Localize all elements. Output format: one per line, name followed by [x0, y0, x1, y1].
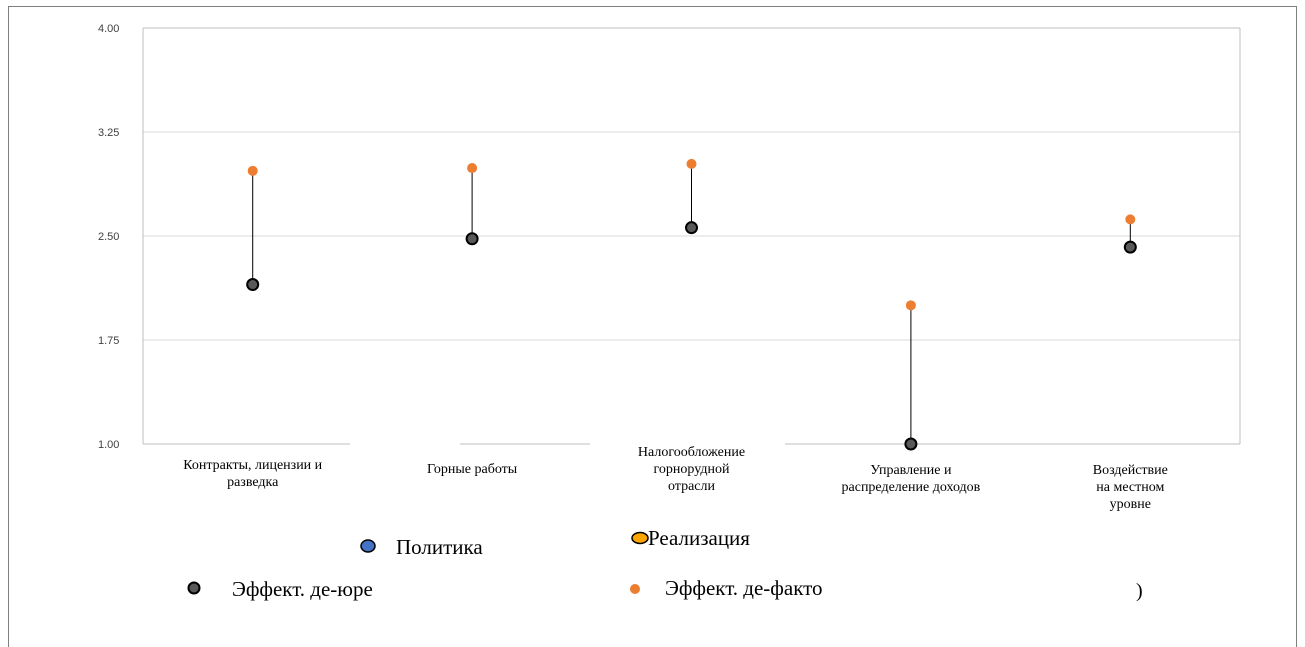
stray-glyph: ) — [1136, 580, 1143, 602]
legend-label-de-jure: Эффект. де-юре — [232, 577, 373, 601]
y-tick-label: 1.75 — [98, 335, 119, 347]
point-de-facto — [905, 300, 916, 311]
y-tick-labels: 1.00 1.75 2.50 3.25 4.00 — [98, 23, 119, 451]
x-category-label: на местном — [1096, 480, 1164, 495]
x-category-label: Воздействие — [1093, 463, 1168, 478]
point-de-jure — [1123, 240, 1137, 254]
legend-label-implementation: Реализация — [648, 526, 750, 550]
grid-lines — [142, 27, 1241, 445]
point-de-facto — [1125, 214, 1136, 225]
legend-label-de-facto: Эффект. де-факто — [665, 576, 823, 600]
point-de-facto — [247, 165, 258, 176]
legend-marker-de-jure — [187, 581, 201, 595]
x-category-label: Горные работы — [427, 462, 518, 477]
x-category-label: уровне — [1110, 497, 1151, 512]
legend: Политика Реализация Эффект. де-юре Эффект. … — [187, 526, 823, 601]
x-category-label: распределение доходов — [842, 480, 981, 495]
point-de-jure — [904, 437, 918, 451]
y-tick-label: 4.00 — [98, 23, 119, 35]
drop-lines — [252, 163, 1131, 444]
point-de-jure — [465, 232, 479, 246]
x-category-label: разведка — [227, 475, 279, 490]
x-category-label: отрасли — [668, 479, 716, 494]
point-de-facto — [686, 158, 697, 169]
x-category-label: Управление и — [870, 463, 952, 478]
x-category-label: Контракты, лицензии и — [183, 458, 322, 473]
y-tick-label: 2.50 — [98, 231, 119, 243]
legend-marker-implementation — [631, 531, 649, 545]
y-tick-label: 1.00 — [98, 439, 119, 451]
legend-marker-policy — [360, 539, 376, 553]
y-tick-label: 3.25 — [98, 127, 119, 139]
x-category-labels: Контракты, лицензии и разведка Горные рабо… — [183, 445, 1168, 512]
chart-frame — [8, 6, 1297, 647]
point-de-jure — [685, 221, 698, 235]
legend-marker-de-facto — [630, 584, 640, 594]
data-points — [246, 158, 1137, 451]
point-de-facto — [467, 163, 478, 174]
x-category-label: горнорудной — [654, 462, 730, 477]
legend-label-policy: Политика — [396, 535, 483, 559]
x-category-label: Налогообложение — [638, 445, 745, 460]
point-de-jure — [246, 278, 260, 292]
